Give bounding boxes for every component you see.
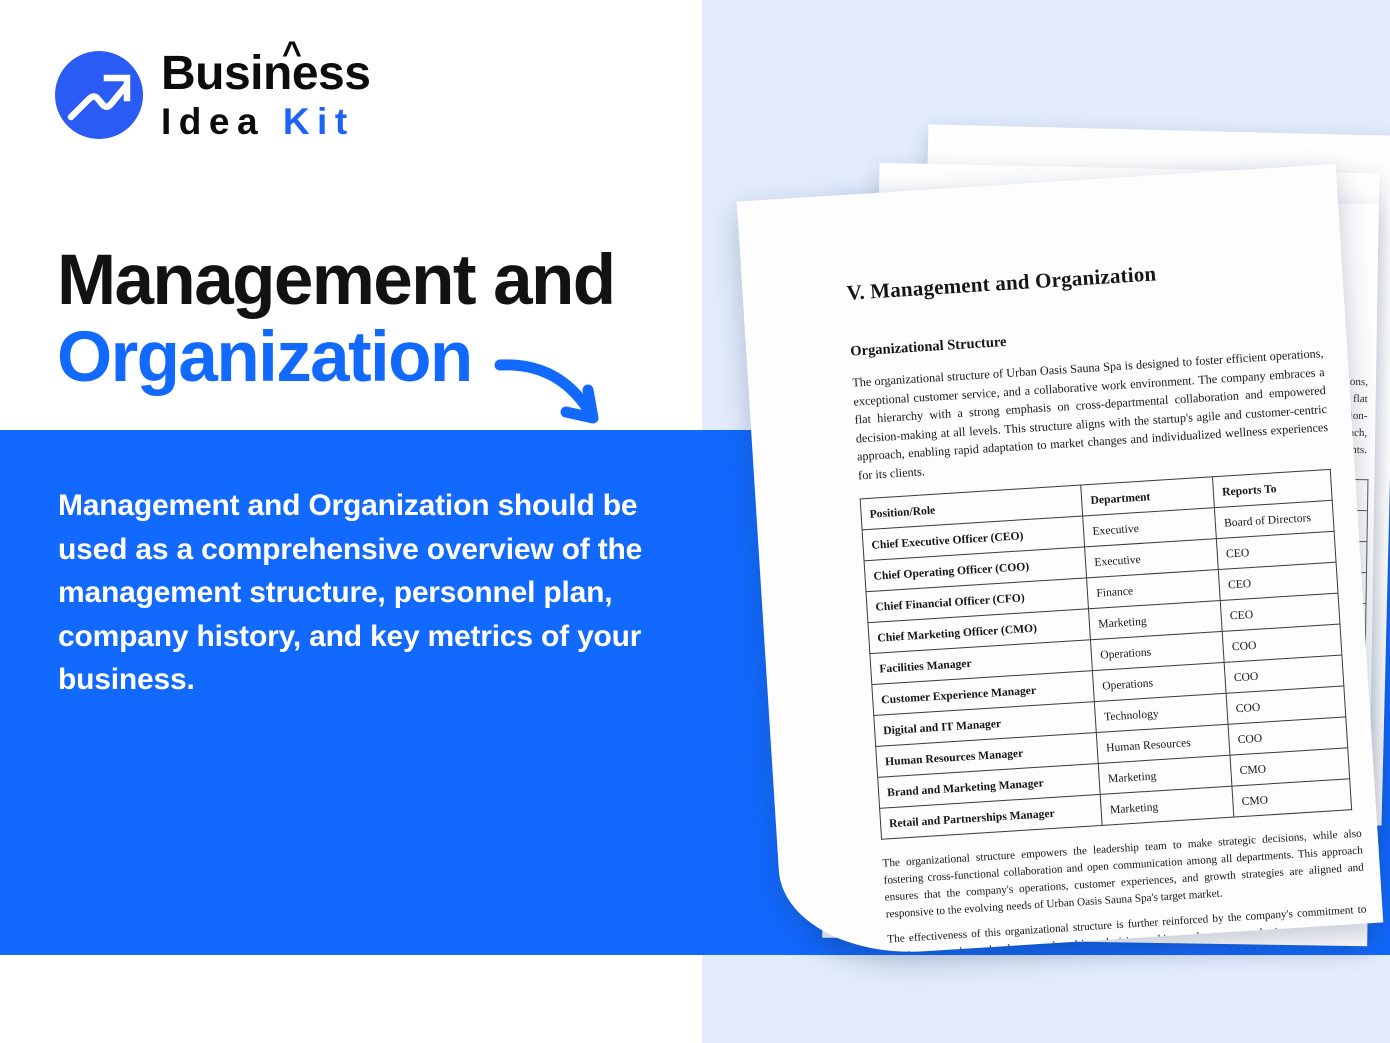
brand-line-ideakit: Idea Kit [161,103,370,140]
page-title-line-1: Management and [57,241,616,320]
document-content: V. Management and Organization Organizat… [737,164,1384,960]
brand-logo[interactable]: Business ^ Idea Kit [55,37,371,140]
brand-idea-text: Idea [161,101,283,142]
document-stack[interactable]: ns, a flat on- ch, lients. rs ions, s a … [720,120,1390,961]
document-heading: V. Management and Organization [845,261,1157,305]
trending-up-arrow-icon [55,51,143,139]
curved-arrow-down-right-icon [494,352,624,437]
cell-reports-to: CMO [1232,779,1352,818]
brand-wordmark: Business ^ Idea Kit [161,37,371,140]
bottom-left-white-block [0,955,702,1043]
page-title: Management and Organization [57,241,616,397]
document-intro-paragraph: The organizational structure of Urban Oa… [851,346,1329,483]
brand-line-business-text: Business [161,47,371,100]
front-document-page[interactable]: V. Management and Organization Organizat… [736,163,1384,961]
org-structure-table: Position/Role Department Reports To Chie… [860,469,1353,840]
brand-line-business: Business ^ [161,37,371,100]
panel-description: Management and Organization should be us… [58,489,643,696]
brand-kit-text: Kit [282,101,355,142]
brand-circumflex-accent: ^ [282,35,302,73]
page-title-line-2: Organization [57,317,473,397]
